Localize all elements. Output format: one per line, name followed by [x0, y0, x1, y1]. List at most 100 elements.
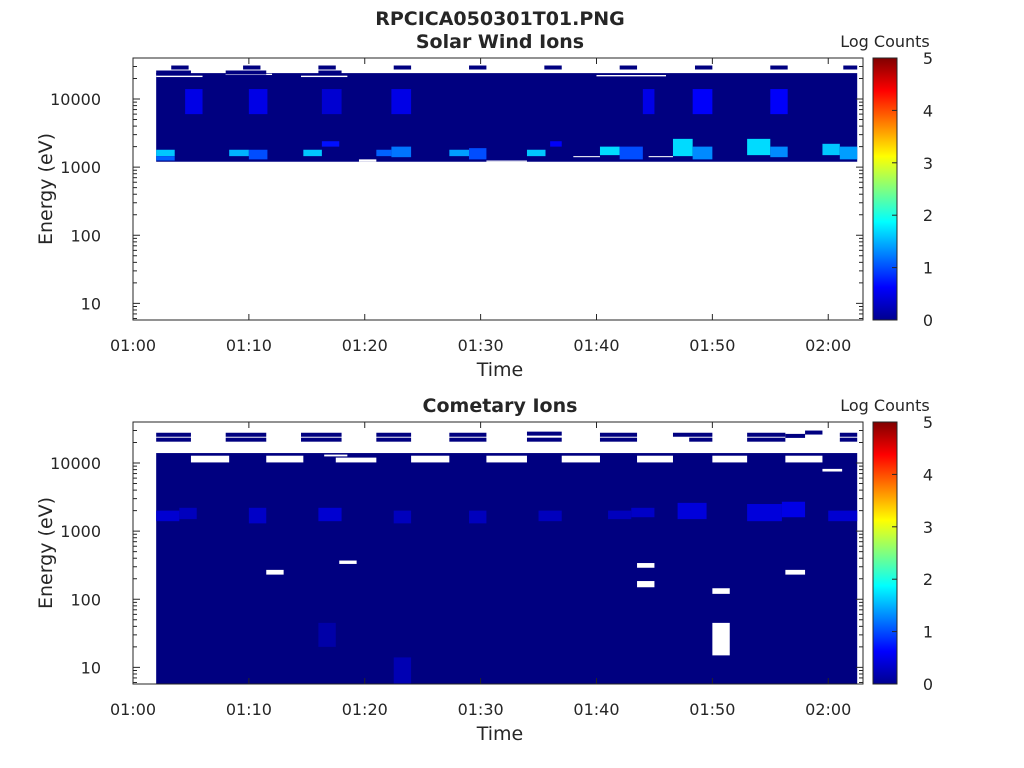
heatmap-gap [785, 455, 823, 463]
heatmap-top-line [376, 432, 412, 437]
colorbar-tick-label: 4 [923, 101, 933, 120]
colorbar-tick-label: 4 [923, 465, 933, 484]
colorbar-tick-label: 2 [923, 206, 933, 225]
heatmap-top-line [318, 70, 342, 75]
colorbar-frame [872, 57, 898, 321]
heatmap-cell [747, 504, 782, 522]
heatmap-cell [229, 149, 249, 157]
colorbar [873, 58, 897, 320]
heatmap-cell [781, 501, 806, 518]
heatmap-top-line [839, 437, 858, 442]
heatmap-top-line [785, 433, 806, 438]
heatmap-cell [747, 138, 771, 156]
x-tick-label: 01:10 [226, 336, 272, 355]
x-axis-label: Time [476, 359, 524, 381]
heatmap-cell [318, 507, 342, 522]
heatmap-background [156, 453, 858, 684]
heatmap-top-line [156, 437, 191, 442]
y-tick-label: 10000 [50, 90, 101, 109]
heatmap-gap [712, 455, 748, 463]
heatmap-gap [266, 569, 284, 575]
colorbar-tick-label: 5 [923, 49, 933, 68]
heatmap-top-line [599, 432, 638, 437]
heatmap-cell [248, 507, 267, 524]
heatmap-top-line [243, 65, 261, 70]
heatmap-cell [538, 510, 562, 522]
x-tick-label: 01:40 [573, 700, 619, 719]
heatmap-top-line [672, 432, 713, 437]
heatmap-gap [358, 159, 377, 162]
heatmap-gap [486, 160, 527, 162]
heatmap-gap [712, 588, 730, 594]
colorbar-tick-label: 3 [923, 154, 933, 173]
heatmap-gap [637, 455, 673, 463]
heatmap-cell [185, 89, 203, 115]
heatmap-top-line [526, 431, 562, 436]
heatmap-cell [469, 510, 487, 524]
heatmap-top-line [225, 432, 267, 437]
panel-title: Cometary Ions [423, 395, 578, 417]
y-axis-label: Energy (eV) [35, 133, 57, 245]
x-tick-label: 01:00 [110, 700, 156, 719]
heatmap-top-line [301, 437, 342, 442]
heatmap-cell [156, 510, 180, 522]
colorbar-tick-label: 5 [923, 413, 933, 432]
heatmap-cell [677, 502, 707, 520]
heatmap-cell [393, 657, 412, 684]
heatmap-cell [303, 149, 322, 157]
heatmap-gap [648, 156, 673, 158]
heatmap-top-line [156, 432, 191, 437]
heatmap-top-line [544, 65, 562, 70]
heatmap-top-line [599, 437, 638, 442]
heatmap-gap [596, 75, 667, 77]
heatmap-cell [391, 146, 412, 158]
y-tick-label: 1000 [60, 522, 101, 541]
y-tick-label: 100 [70, 590, 101, 609]
y-tick-label: 10 [81, 658, 101, 677]
plot-frame [132, 57, 864, 321]
x-tick-label: 01:10 [226, 700, 272, 719]
colorbar-tick-label: 2 [923, 570, 933, 589]
panel-cometary: 01:00 01:10 01:20 01:30 01:40 01:50 02:0010100… [35, 395, 933, 745]
x-tick-label: 01:50 [689, 336, 735, 355]
heatmap-cell [619, 146, 643, 160]
heatmap-cell [822, 143, 840, 156]
heatmap-top-line [770, 65, 788, 70]
heatmap-cell [642, 89, 655, 115]
heatmap-gap [561, 455, 600, 463]
panel-solar-wind: 01:00 01:10 01:20 01:30 01:40 01:50 02:0010100… [35, 31, 933, 381]
heatmap-cell [391, 89, 412, 115]
heatmap-cell [672, 138, 693, 157]
heatmap-gap [339, 560, 357, 564]
heatmap-cell [828, 510, 858, 522]
heatmap-top-line [839, 432, 858, 437]
x-tick-label: 02:00 [805, 700, 851, 719]
heatmap-gap [486, 455, 527, 463]
heatmap-top-line [449, 432, 487, 437]
heatmap-top-line [526, 437, 562, 442]
heatmap-cell [393, 510, 412, 524]
heatmap-gap [785, 569, 806, 575]
heatmap-top-line [619, 65, 638, 70]
heatmap-top-line [805, 430, 823, 435]
x-tick-label: 01:30 [458, 700, 504, 719]
heatmap-cell [770, 89, 788, 115]
heatmap-cell [318, 622, 336, 647]
heatmap-cell [156, 156, 175, 161]
colorbar-tick-label: 1 [923, 623, 933, 642]
panel-title: Solar Wind Ions [416, 31, 584, 53]
heatmap-top-line [376, 437, 412, 442]
heatmap-cell [179, 507, 197, 520]
heatmap-cell [526, 149, 546, 157]
colorbar-label: Log Counts [840, 396, 930, 415]
figure-title: RPCICA050301T01.PNG [375, 8, 625, 30]
heatmap-gap [637, 563, 655, 568]
x-tick-label: 02:00 [805, 336, 851, 355]
colorbar-tick-label: 0 [923, 311, 933, 330]
heatmap-top-line [469, 65, 487, 70]
heatmap-gap [712, 622, 730, 656]
x-tick-label: 01:50 [689, 700, 735, 719]
heatmap-cell [692, 89, 713, 115]
colorbar-label: Log Counts [840, 32, 930, 51]
heatmap-top-line [843, 65, 858, 70]
